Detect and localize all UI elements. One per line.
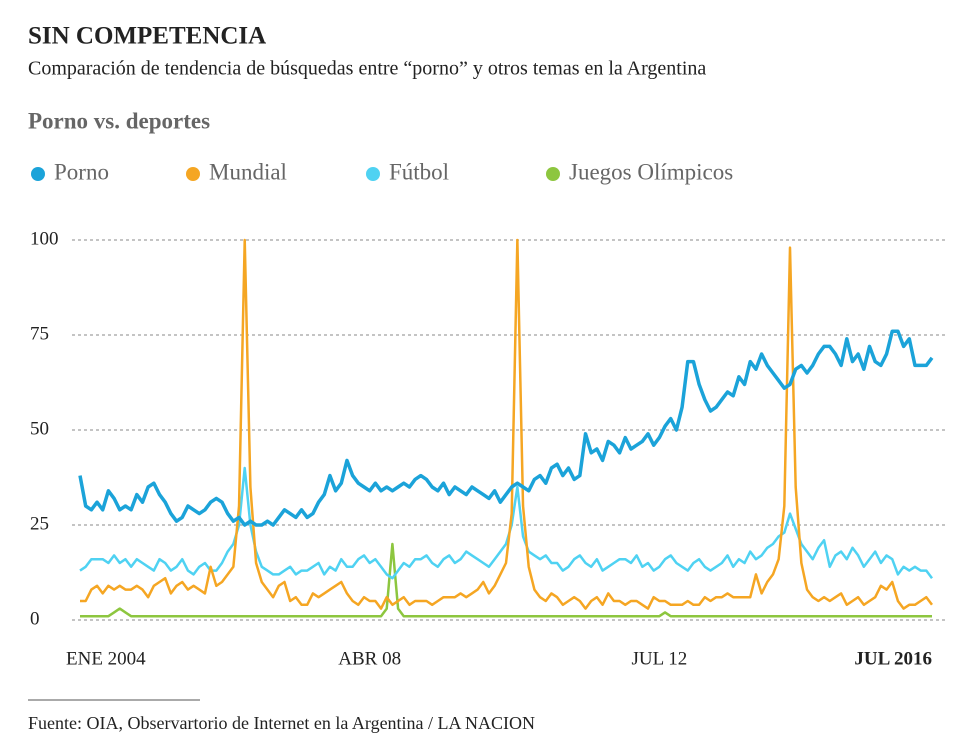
legend-label: Mundial xyxy=(209,159,287,184)
chart-subtitle: Porno vs. deportes xyxy=(28,108,210,133)
x-tick-label: JUL 2016 xyxy=(854,648,932,669)
subtitle: Comparación de tendencia de búsquedas en… xyxy=(28,58,706,80)
y-tick-label: 50 xyxy=(30,418,49,439)
y-tick-label: 100 xyxy=(30,228,59,249)
x-tick-label: JUL 12 xyxy=(631,648,687,669)
source: Fuente: OIA, Observartorio de Internet e… xyxy=(28,713,535,733)
chart-title: SIN COMPETENCIA xyxy=(28,23,266,50)
legend-marker xyxy=(31,167,45,181)
series-line xyxy=(80,542,932,618)
legend-marker xyxy=(366,167,380,181)
x-tick-label: ABR 08 xyxy=(338,648,401,669)
series-line xyxy=(79,466,934,580)
legend-marker xyxy=(186,167,200,181)
legend-label: Porno xyxy=(54,159,109,184)
y-tick-label: 0 xyxy=(30,608,40,629)
x-tick-label: ENE 2004 xyxy=(66,648,146,669)
legend-marker xyxy=(546,167,560,181)
series-line xyxy=(78,329,934,527)
y-tick-label: 75 xyxy=(30,323,49,344)
series-line xyxy=(80,238,934,610)
legend-label: Juegos Olímpicos xyxy=(569,159,733,184)
y-tick-label: 25 xyxy=(30,513,49,534)
legend-label: Fútbol xyxy=(389,159,449,184)
